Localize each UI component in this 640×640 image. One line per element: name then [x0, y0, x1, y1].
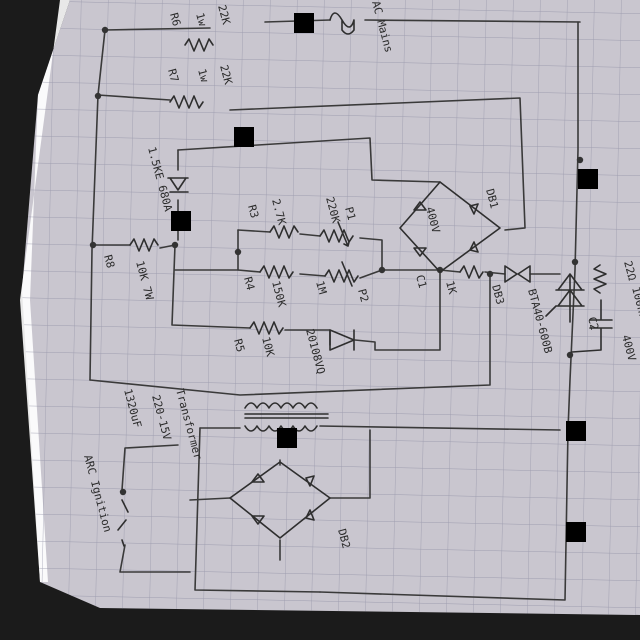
arc-spark-gap [117, 499, 129, 547]
label-db3: DB3 [489, 283, 507, 306]
transformer-symbol [244, 402, 329, 432]
r4-resistor [259, 265, 294, 279]
wires [89, 19, 581, 601]
label-db2: DB2 [335, 527, 353, 550]
label-p2: P2 [355, 287, 371, 303]
p1-potentiometer [319, 221, 354, 247]
db3-diac [504, 265, 531, 283]
r7-resistor [169, 95, 204, 109]
label-r6-power: 1w [193, 11, 209, 28]
label-c1: C1 [413, 273, 429, 289]
label-r7: R7 [165, 67, 181, 83]
schottky-diode [329, 329, 355, 351]
db2-bridge [229, 461, 331, 539]
label-r2-value: 22Ω [621, 259, 639, 282]
r3-resistor [269, 225, 299, 239]
p2-potentiometer [324, 261, 359, 287]
label-p1: P1 [342, 205, 358, 221]
d1-diode [167, 177, 189, 193]
label-db1: DB1 [483, 187, 501, 210]
r8-resistor [129, 238, 159, 252]
label-r6-value: 22K [215, 3, 233, 26]
r1-resistor [459, 265, 484, 279]
label-c2-value: 100nF [629, 285, 640, 320]
label-p2-value: 1M [313, 279, 329, 296]
triac [545, 273, 585, 323]
label-r3: R3 [245, 203, 261, 219]
label-r7-value: 22K [217, 63, 235, 86]
r2-resistor [593, 264, 607, 294]
label-r7-power: 1w [195, 67, 211, 84]
label-r8: R8 [101, 253, 117, 269]
r5-resistor [249, 321, 284, 335]
label-r5-value: 10K [259, 335, 277, 358]
r6-resistor [184, 38, 214, 52]
c2-capacitor [571, 299, 613, 353]
label-r5: R5 [231, 337, 247, 353]
ac-mains-symbol [329, 12, 355, 35]
label-r6: R6 [167, 11, 183, 27]
db1-bridge [399, 181, 501, 273]
label-c2: C2 [585, 315, 601, 331]
label-r4: R4 [241, 275, 257, 292]
junction-dots [89, 26, 584, 496]
label-r1-value: 1K [443, 279, 459, 296]
redaction-blocks [171, 13, 598, 542]
